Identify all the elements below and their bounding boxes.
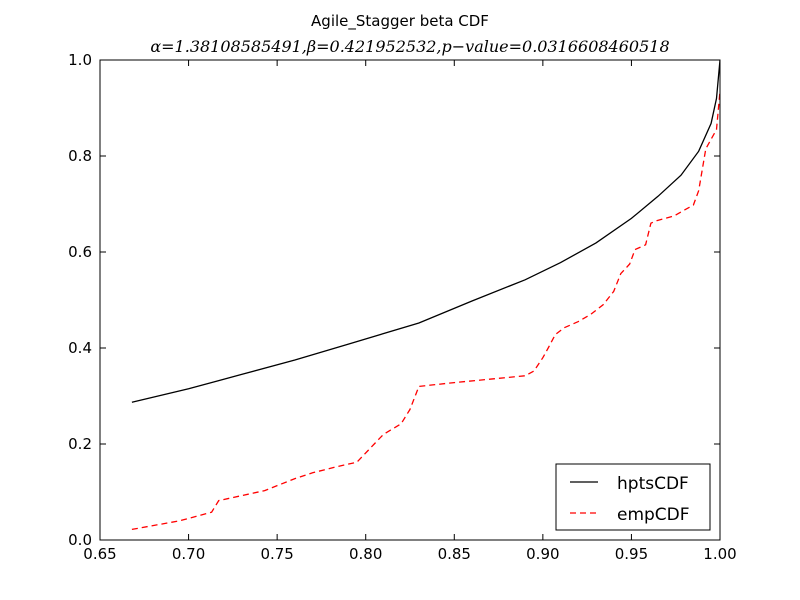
chart-subtitle: α=1.38108585491,β=0.421952532,p−value=0.…: [150, 37, 669, 56]
y-tick-label: 0.8: [68, 147, 92, 165]
y-tick-label: 0.6: [68, 243, 92, 261]
y-tick-label: 0.2: [68, 435, 92, 453]
legend-box: [555, 463, 711, 531]
x-tick-label: 1.00: [703, 545, 736, 563]
legend: hptsCDF empCDF: [555, 463, 711, 531]
series-layer: [131, 60, 720, 531]
x-tick-label: 0.80: [349, 545, 382, 563]
x-tick-label: 0.65: [83, 545, 116, 563]
x-tick-label: 0.85: [438, 545, 471, 563]
x-tick-label: 0.75: [260, 545, 293, 563]
y-tick-label: 0.4: [68, 339, 92, 357]
plot-frame: [99, 59, 721, 541]
y-tick-label: 0.0: [68, 531, 92, 549]
series-line-empcdf: [131, 91, 720, 531]
ticks-layer: 0.65 0.70 0.75 0.80 0.85 0.90 0.95 1.00 0.0 0.2 0.…: [68, 51, 737, 563]
legend-label-empcdf: empCDF: [617, 505, 690, 525]
y-tick-label: 1.0: [68, 51, 92, 69]
series-line-hptscdf: [131, 60, 720, 403]
x-tick-label: 0.90: [526, 545, 559, 563]
legend-label-hptscdf: hptsCDF: [617, 474, 689, 494]
chart-title: Agile_Stagger beta CDF: [311, 12, 489, 31]
x-tick-label: 0.70: [172, 545, 205, 563]
x-tick-label: 0.95: [615, 545, 648, 563]
